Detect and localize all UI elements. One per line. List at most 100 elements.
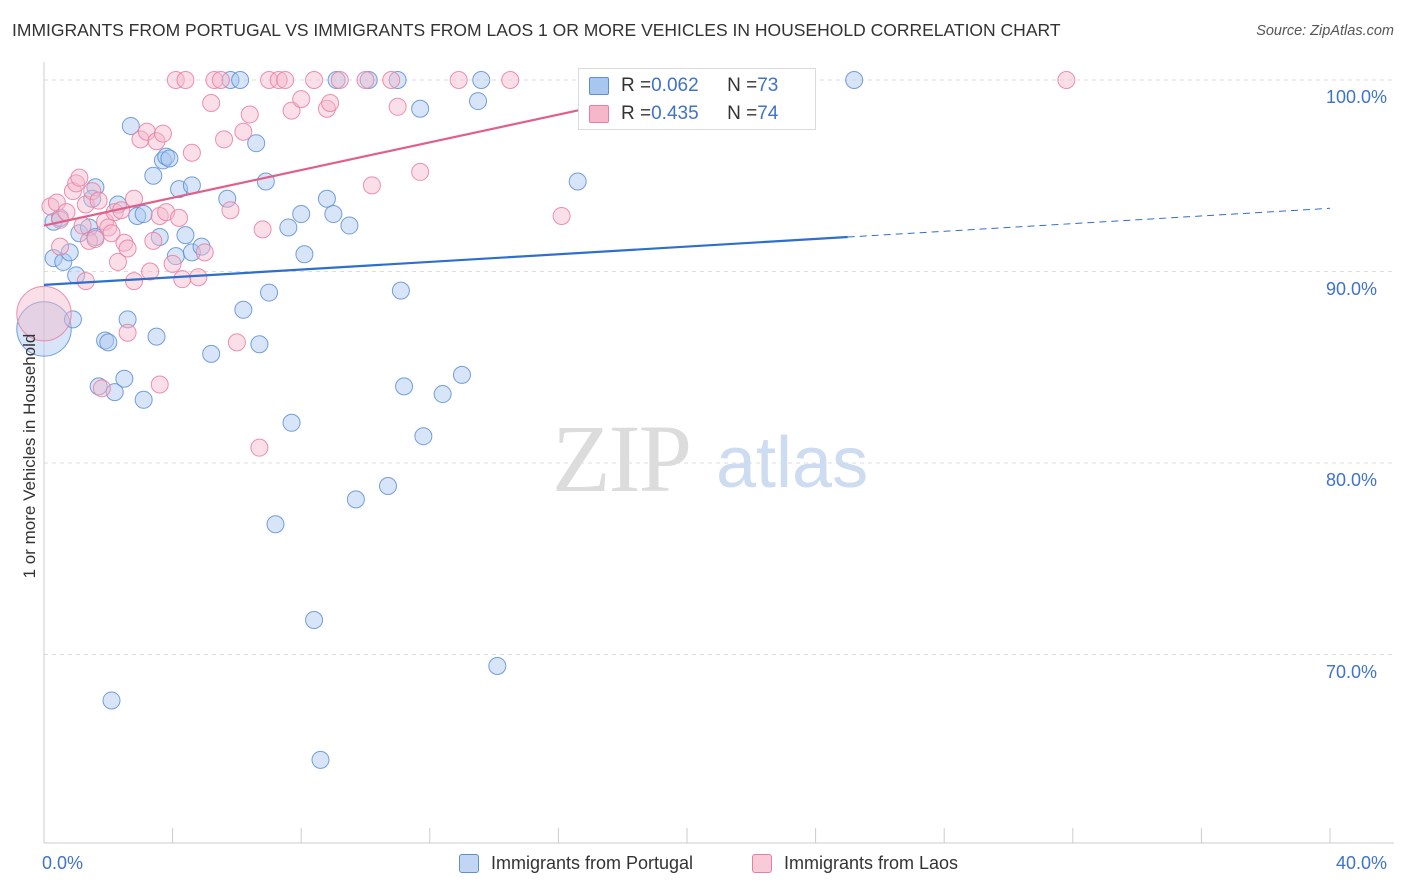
point-portugal <box>260 283 279 302</box>
point-laos <box>141 262 160 281</box>
point-portugal <box>282 413 301 432</box>
point-laos <box>147 132 166 151</box>
point-portugal <box>379 476 398 495</box>
legend-item-portugal[interactable]: Immigrants from Portugal <box>459 853 693 874</box>
point-portugal <box>411 99 430 118</box>
point-laos <box>150 375 169 394</box>
point-laos <box>276 71 295 89</box>
point-laos <box>115 233 134 252</box>
watermark: ZIP atlas <box>552 405 868 512</box>
stats-row-laos: R = 0.435 N = 74 <box>589 102 778 126</box>
point-laos <box>234 122 253 141</box>
legend-laos-label: Immigrants from Laos <box>784 853 959 873</box>
stats-legend: R = 0.062 N = 73 R = 0.435 N = 74 <box>578 68 816 130</box>
laos-n-value: 74 <box>757 103 779 124</box>
point-laos <box>163 254 182 273</box>
point-laos <box>16 285 72 342</box>
legend-portugal-label: Immigrants from Portugal <box>491 853 694 873</box>
point-laos <box>144 231 163 250</box>
point-portugal <box>391 281 410 300</box>
laos-r-label: R = <box>621 103 652 124</box>
point-portugal <box>266 515 285 534</box>
point-laos <box>282 101 301 120</box>
point-portugal <box>340 216 359 235</box>
point-portugal <box>99 333 118 352</box>
stats-row-portugal: R = 0.062 N = 73 <box>589 74 778 98</box>
point-portugal <box>115 369 134 388</box>
point-laos <box>221 201 240 220</box>
point-portugal <box>54 252 73 271</box>
point-laos <box>102 224 121 243</box>
portugal-swatch <box>589 77 609 95</box>
point-laos <box>89 191 108 210</box>
point-portugal <box>89 377 108 396</box>
point-portugal <box>452 365 471 384</box>
point-laos <box>182 143 201 162</box>
point-laos <box>240 105 259 124</box>
point-portugal <box>311 750 330 769</box>
point-portugal <box>388 71 407 89</box>
point-portugal <box>279 218 298 237</box>
point-portugal <box>182 243 201 262</box>
point-portugal <box>147 327 166 346</box>
point-portugal <box>234 300 253 319</box>
point-laos <box>552 206 571 225</box>
portugal-n-value: 73 <box>757 75 779 96</box>
point-portugal <box>414 427 433 446</box>
point-portugal <box>44 249 63 268</box>
point-laos <box>317 99 336 118</box>
point-laos <box>269 71 288 89</box>
point-portugal <box>305 611 324 630</box>
series-portugal <box>16 71 864 769</box>
point-portugal <box>102 691 121 710</box>
point-laos <box>86 229 105 248</box>
y-axis-label: 1 or more Vehicles in Household <box>20 333 39 579</box>
point-laos <box>250 438 269 457</box>
point-laos <box>382 71 401 89</box>
point-portugal <box>472 71 491 89</box>
point-portugal <box>60 243 79 262</box>
trend-line-portugal-extension <box>847 207 1331 238</box>
point-laos <box>1057 71 1076 89</box>
point-portugal <box>176 226 195 245</box>
point-portugal <box>118 310 137 329</box>
point-laos <box>118 323 137 342</box>
point-laos <box>411 162 430 181</box>
y-tick-label-90: 90.0% <box>1326 278 1378 299</box>
point-laos <box>388 97 407 116</box>
portugal-n-label: N = <box>727 75 758 96</box>
point-portugal <box>568 172 587 191</box>
chart-title: IMMIGRANTS FROM PORTUGAL VS IMMIGRANTS F… <box>12 20 1061 40</box>
point-laos <box>99 218 118 237</box>
point-laos <box>253 220 272 239</box>
point-laos <box>170 208 189 227</box>
point-portugal <box>63 310 82 329</box>
point-laos <box>131 130 150 149</box>
watermark-zip: ZIP <box>552 405 690 512</box>
trend-line-portugal <box>43 235 848 287</box>
point-portugal <box>250 335 269 354</box>
point-laos <box>176 71 195 89</box>
point-laos <box>260 71 279 89</box>
point-laos <box>137 122 156 141</box>
watermark-atlas: atlas <box>716 423 868 503</box>
point-portugal <box>231 71 250 89</box>
point-laos <box>80 231 99 250</box>
point-portugal <box>218 189 237 208</box>
point-portugal <box>488 656 507 675</box>
point-laos <box>173 270 192 289</box>
point-laos <box>211 71 230 89</box>
point-laos <box>330 71 349 89</box>
point-portugal <box>469 92 488 111</box>
laos-n-label: N = <box>727 103 758 124</box>
legend-item-laos[interactable]: Immigrants from Laos <box>752 853 958 874</box>
point-laos <box>501 71 520 89</box>
point-laos <box>362 176 381 195</box>
point-portugal <box>324 205 343 224</box>
point-portugal <box>845 71 864 89</box>
point-laos <box>205 71 224 89</box>
point-laos <box>195 243 214 262</box>
point-portugal <box>16 301 72 357</box>
point-laos <box>83 182 102 201</box>
point-laos <box>356 71 375 89</box>
